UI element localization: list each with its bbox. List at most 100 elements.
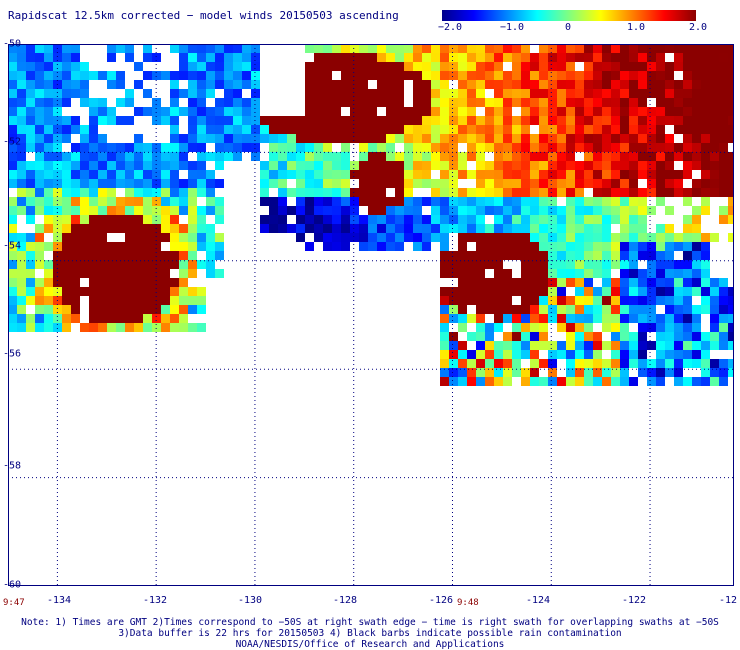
wind-cell — [476, 359, 485, 368]
wind-cell — [161, 170, 170, 179]
wind-cell — [602, 71, 611, 80]
wind-cell — [116, 305, 125, 314]
wind-cell — [458, 161, 467, 170]
wind-cell — [638, 125, 647, 134]
wind-cell — [197, 206, 206, 215]
wind-cell — [314, 161, 323, 170]
wind-cell — [89, 161, 98, 170]
wind-cell — [458, 62, 467, 71]
wind-cell — [350, 107, 359, 116]
wind-cell — [575, 44, 584, 53]
wind-cell — [62, 44, 71, 53]
wind-cell — [251, 62, 260, 71]
wind-cell — [710, 44, 719, 53]
wind-cell — [368, 206, 377, 215]
wind-cell — [539, 188, 548, 197]
wind-cell — [521, 98, 530, 107]
wind-cell — [170, 71, 179, 80]
wind-cell — [35, 233, 44, 242]
wind-cell — [539, 134, 548, 143]
wind-cell — [710, 278, 719, 287]
wind-cell — [89, 269, 98, 278]
wind-cell — [548, 278, 557, 287]
wind-cell — [647, 206, 656, 215]
wind-cell — [512, 206, 521, 215]
wind-cell — [521, 116, 530, 125]
wind-cell — [683, 314, 692, 323]
wind-cell — [134, 170, 143, 179]
wind-cell — [485, 188, 494, 197]
wind-cell — [530, 134, 539, 143]
wind-cell — [665, 107, 674, 116]
wind-cell — [467, 197, 476, 206]
wind-cell — [260, 197, 269, 206]
wind-cell — [683, 233, 692, 242]
wind-cell — [458, 224, 467, 233]
wind-cell — [404, 152, 413, 161]
wind-cell — [602, 323, 611, 332]
wind-cell — [557, 116, 566, 125]
wind-cell — [530, 188, 539, 197]
wind-cell — [557, 350, 566, 359]
wind-cell — [71, 278, 80, 287]
wind-cell — [44, 62, 53, 71]
wind-cell — [458, 125, 467, 134]
wind-cell — [494, 80, 503, 89]
wind-cell — [629, 71, 638, 80]
wind-cell — [701, 242, 710, 251]
wind-cell — [692, 134, 701, 143]
wind-cell — [611, 332, 620, 341]
wind-cell — [350, 62, 359, 71]
wind-cell — [494, 152, 503, 161]
wind-cell — [341, 197, 350, 206]
wind-cell — [674, 80, 683, 89]
wind-cell — [584, 368, 593, 377]
wind-cell — [224, 125, 233, 134]
wind-cell — [656, 179, 665, 188]
wind-cell — [674, 143, 683, 152]
wind-cell — [35, 170, 44, 179]
wind-cell — [575, 71, 584, 80]
wind-cell — [62, 188, 71, 197]
wind-cell — [116, 179, 125, 188]
wind-cell — [629, 305, 638, 314]
wind-cell — [215, 116, 224, 125]
wind-cell — [566, 143, 575, 152]
wind-cell — [458, 116, 467, 125]
wind-cell — [467, 296, 476, 305]
wind-cell — [593, 188, 602, 197]
wind-cell — [656, 332, 665, 341]
wind-cell — [620, 314, 629, 323]
wind-cell — [35, 323, 44, 332]
wind-cell — [170, 44, 179, 53]
wind-cell — [566, 206, 575, 215]
wind-cell — [530, 170, 539, 179]
wind-cell — [197, 296, 206, 305]
wind-cell — [692, 260, 701, 269]
wind-cell — [692, 44, 701, 53]
wind-cell — [584, 350, 593, 359]
map-plot[interactable] — [8, 44, 734, 586]
wind-cell — [503, 377, 512, 386]
wind-cell — [638, 359, 647, 368]
wind-cell — [530, 143, 539, 152]
wind-cell — [476, 305, 485, 314]
wind-cell — [107, 143, 116, 152]
wind-cell — [530, 242, 539, 251]
wind-cell — [35, 143, 44, 152]
wind-cell — [467, 269, 476, 278]
wind-cell — [341, 170, 350, 179]
wind-cell — [584, 296, 593, 305]
wind-cell — [674, 62, 683, 71]
wind-cell — [440, 260, 449, 269]
wind-cell — [593, 332, 602, 341]
wind-cell — [656, 116, 665, 125]
wind-cell — [620, 269, 629, 278]
wind-cell — [620, 89, 629, 98]
wind-cell — [143, 53, 152, 62]
wind-cell — [449, 368, 458, 377]
wind-cell — [710, 80, 719, 89]
wind-cell — [26, 71, 35, 80]
wind-cell — [593, 341, 602, 350]
wind-cell — [611, 206, 620, 215]
